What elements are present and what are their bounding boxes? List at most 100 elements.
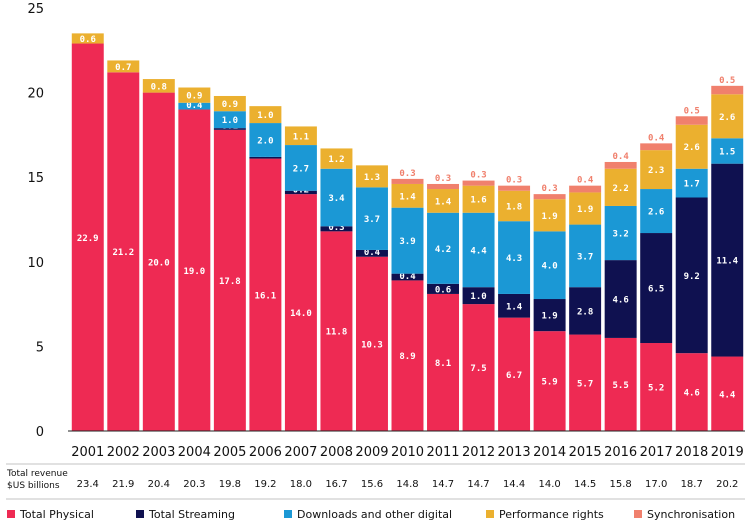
- totals-row: 23.4 21.9 20.4 20.3 19.8 19.2 18.0 16.7 15.6 14.8…: [77, 479, 739, 490]
- bar-segment: [675, 353, 708, 431]
- total-value: 18.0: [290, 479, 312, 490]
- bar-segment: [498, 185, 531, 191]
- data-label: 1.9: [541, 312, 557, 322]
- data-label: 19.0: [183, 267, 205, 277]
- bar-segment: [604, 168, 637, 206]
- bar-segment: [249, 123, 282, 157]
- data-label: 2.6: [684, 143, 700, 153]
- total-value: 16.7: [325, 479, 347, 490]
- y-tick-label: 25: [27, 2, 44, 17]
- data-label: 2.3: [648, 166, 664, 176]
- x-tick-label: 2006: [249, 445, 282, 460]
- bar-segment: [178, 102, 211, 110]
- bar-segment: [533, 331, 566, 431]
- data-label: 0.5: [719, 76, 735, 86]
- bar-segment: [355, 187, 388, 250]
- bar-segment: [355, 249, 388, 257]
- bar-segment: [71, 33, 104, 44]
- total-value: 20.4: [148, 479, 170, 490]
- data-label: 1.9: [577, 205, 593, 215]
- data-label: 1.3: [364, 173, 380, 183]
- data-label: 0.3: [328, 223, 344, 233]
- data-label: 2.6: [719, 113, 735, 123]
- total-value: 20.3: [183, 479, 205, 490]
- data-label: 2.0: [257, 136, 273, 146]
- bar-segment: [533, 299, 566, 332]
- bar-segment: [569, 334, 602, 431]
- bar-segment: [320, 231, 353, 431]
- totals-label-line1: Total revenue: [6, 469, 68, 479]
- data-label: 1.0: [257, 111, 273, 121]
- bar-segment: [213, 95, 246, 112]
- x-tick-label: 2014: [533, 445, 566, 460]
- x-tick-label: 2005: [213, 445, 246, 460]
- total-value: 15.6: [361, 479, 383, 490]
- x-tick-label: 2011: [426, 445, 459, 460]
- bar-segment: [213, 128, 246, 130]
- x-tick-label: 2017: [640, 445, 673, 460]
- bar-segment: [640, 189, 673, 234]
- bar-segment: [213, 129, 246, 431]
- legend-swatch: [136, 510, 144, 518]
- bar-segment: [71, 43, 104, 431]
- bar-segment: [498, 190, 531, 222]
- bar-segment: [604, 260, 637, 338]
- data-label: 1.4: [506, 302, 523, 312]
- data-label: 0.4: [613, 152, 630, 162]
- data-label: 14.0: [290, 309, 312, 319]
- bar-segment: [107, 72, 140, 432]
- bar-segment: [711, 85, 744, 95]
- total-value: 14.7: [467, 479, 489, 490]
- data-label: 0.4: [186, 101, 203, 111]
- data-label: 1.9: [541, 212, 557, 222]
- bar-segment: [533, 231, 566, 300]
- data-label: 2.7: [293, 164, 309, 174]
- data-label: 3.7: [364, 215, 380, 225]
- bar-segment: [604, 161, 637, 169]
- data-label: 1.1: [293, 132, 309, 142]
- totals-label-line2: $US billions: [7, 481, 60, 491]
- bar-segment: [569, 287, 602, 335]
- bar-segment: [249, 158, 282, 431]
- legend-label: Downloads and other digital: [297, 508, 452, 521]
- x-tick-label: 2019: [711, 445, 744, 460]
- total-value: 23.4: [77, 479, 99, 490]
- bar-segment: [391, 183, 424, 208]
- y-tick-label: 5: [36, 340, 44, 355]
- data-label: 4.0: [541, 262, 557, 272]
- data-label: 0.4: [399, 272, 416, 282]
- data-label: 5.7: [577, 379, 593, 389]
- bar-segment: [640, 150, 673, 190]
- data-label: 0.5: [684, 106, 700, 116]
- legend-label: Total Streaming: [148, 508, 235, 521]
- bar-segment: [711, 356, 744, 431]
- y-tick-label: 0: [36, 425, 44, 440]
- bar-segment: [391, 273, 424, 281]
- total-value: 19.2: [254, 479, 276, 490]
- data-label: 9.2: [684, 272, 700, 282]
- data-label: 1.4: [399, 192, 416, 202]
- x-tick-label: 2002: [107, 445, 140, 460]
- data-label: 8.9: [399, 352, 415, 362]
- data-label: 1.0: [222, 116, 238, 126]
- x-tick-label: 2001: [71, 445, 104, 460]
- bar-segment: [427, 293, 460, 431]
- total-value: 14.8: [396, 479, 418, 490]
- data-label: 7.5: [470, 364, 486, 374]
- bar-segment: [711, 94, 744, 139]
- data-label: 5.9: [541, 378, 557, 388]
- data-label: 17.8: [219, 277, 241, 287]
- data-label: 3.2: [613, 230, 629, 240]
- bar-segment: [711, 163, 744, 357]
- bar-segment: [284, 145, 317, 191]
- bar-segment: [427, 283, 460, 294]
- bar-segment: [391, 280, 424, 431]
- x-tick-label: 2012: [462, 445, 495, 460]
- data-label: 0.3: [506, 176, 522, 186]
- data-label: 0.3: [435, 174, 451, 184]
- bar-segment: [284, 194, 317, 431]
- data-label: 0.4: [648, 133, 665, 143]
- bar-segment: [213, 111, 246, 129]
- total-value: 14.4: [503, 479, 525, 490]
- data-label: 1.6: [470, 196, 486, 206]
